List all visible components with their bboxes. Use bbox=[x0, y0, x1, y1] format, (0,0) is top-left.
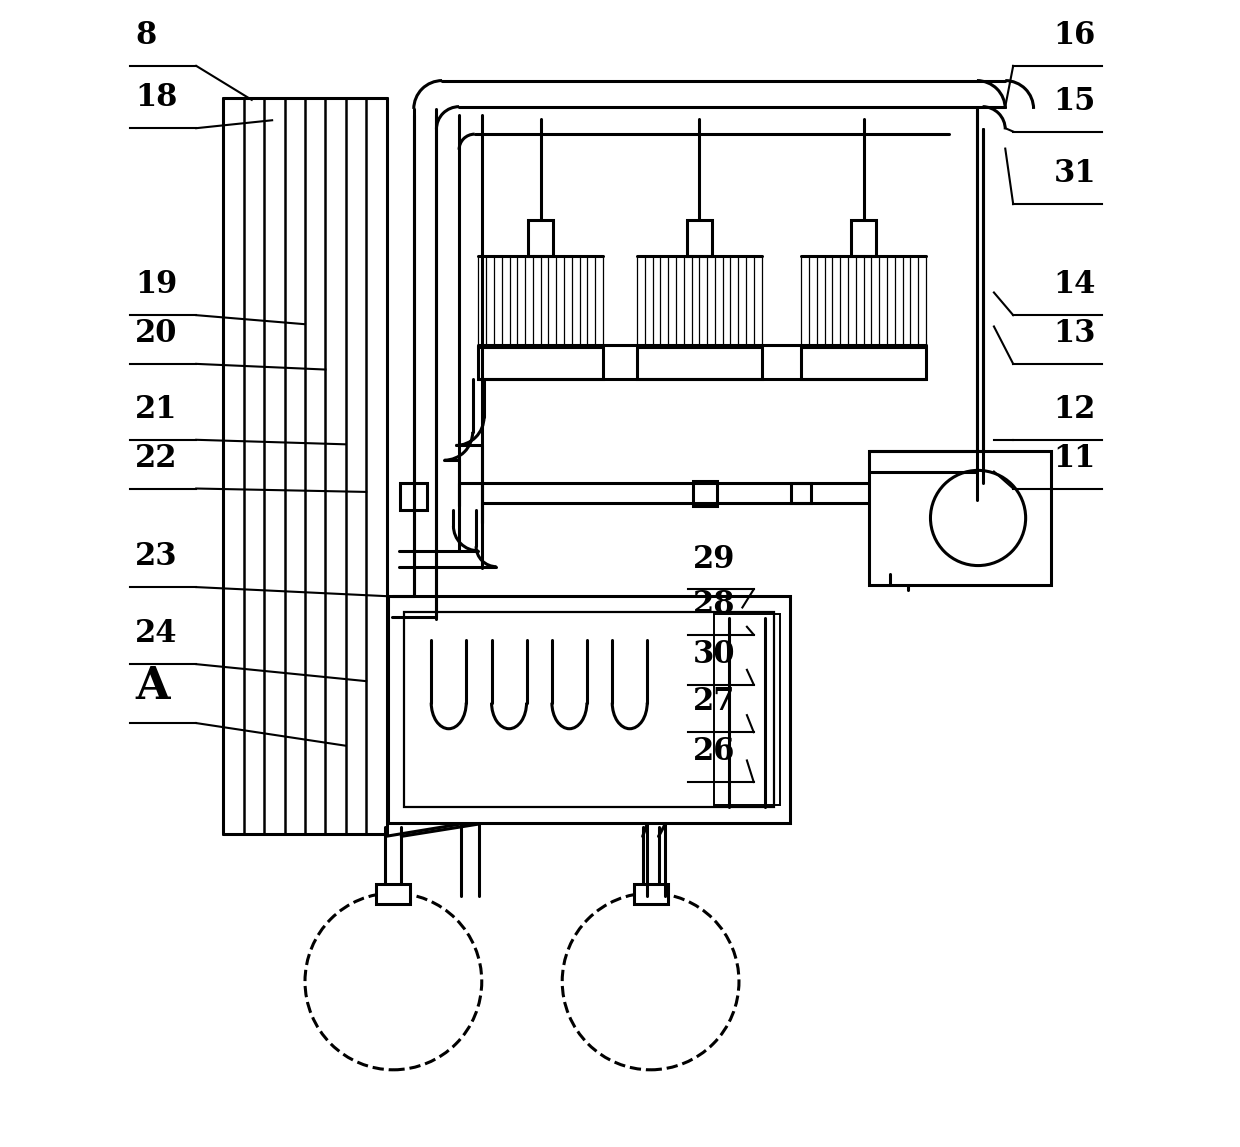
Text: 8: 8 bbox=[135, 21, 156, 52]
Bar bbox=[388, 596, 790, 822]
Text: 13: 13 bbox=[1054, 318, 1096, 349]
Text: 22: 22 bbox=[135, 443, 177, 474]
Bar bbox=[791, 483, 811, 504]
Text: 15: 15 bbox=[1054, 86, 1096, 117]
Text: A: A bbox=[135, 665, 170, 709]
Bar bbox=[377, 884, 410, 904]
Bar bbox=[479, 346, 603, 379]
Text: 30: 30 bbox=[692, 639, 735, 670]
Bar bbox=[634, 884, 667, 904]
Text: 29: 29 bbox=[692, 544, 735, 575]
Text: 14: 14 bbox=[1054, 270, 1096, 301]
Circle shape bbox=[305, 894, 482, 1070]
Text: 24: 24 bbox=[135, 618, 177, 649]
Bar bbox=[528, 220, 553, 256]
Text: 27: 27 bbox=[692, 686, 735, 717]
Circle shape bbox=[930, 470, 1025, 565]
Text: 28: 28 bbox=[692, 588, 735, 621]
Bar bbox=[692, 481, 718, 506]
Text: 21: 21 bbox=[135, 395, 177, 426]
Bar bbox=[714, 615, 780, 805]
Text: 26: 26 bbox=[692, 736, 735, 767]
Text: 11: 11 bbox=[1054, 443, 1096, 474]
Text: 19: 19 bbox=[135, 270, 177, 301]
Bar bbox=[687, 220, 712, 256]
Bar bbox=[869, 451, 1050, 585]
Bar bbox=[403, 612, 774, 807]
Text: 18: 18 bbox=[135, 83, 177, 114]
Text: 20: 20 bbox=[135, 318, 177, 349]
Circle shape bbox=[562, 894, 739, 1070]
Text: 16: 16 bbox=[1054, 21, 1096, 52]
Text: 31: 31 bbox=[1054, 158, 1096, 189]
Bar bbox=[851, 220, 877, 256]
Bar bbox=[637, 346, 761, 379]
Text: 12: 12 bbox=[1054, 395, 1096, 426]
Bar bbox=[801, 346, 926, 379]
Text: 23: 23 bbox=[135, 541, 177, 572]
Bar bbox=[401, 483, 428, 510]
